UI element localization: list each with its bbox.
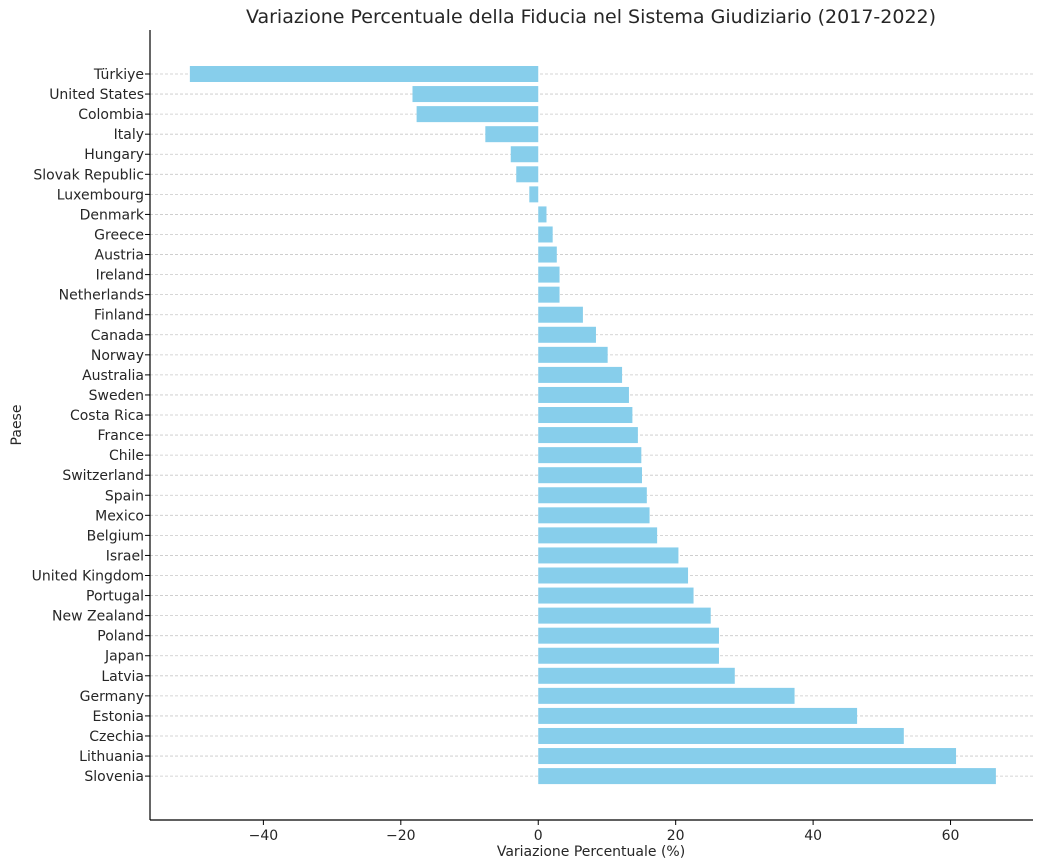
bar-slovenia	[538, 768, 996, 785]
y-tick-label-australia: Australia	[82, 368, 144, 384]
bar-slovak-republic	[516, 166, 539, 183]
x-tick-label: 20	[667, 828, 685, 844]
x-axis-label: Variazione Percentuale (%)	[497, 844, 685, 860]
y-tick-label-greece: Greece	[94, 227, 144, 243]
bar-canada	[538, 326, 596, 343]
bar-hungary	[510, 146, 539, 163]
bar-ireland	[538, 266, 560, 283]
y-tick-label-netherlands: Netherlands	[59, 288, 144, 304]
bar-costa-rica	[538, 407, 633, 424]
y-tick-label-france: France	[97, 428, 144, 444]
y-tick-label-spain: Spain	[105, 488, 144, 504]
bar-turkiye	[189, 66, 539, 82]
bar-mexico	[538, 507, 650, 524]
bar-netherlands	[538, 286, 560, 303]
y-tick-label-denmark: Denmark	[80, 207, 145, 223]
y-tick-label-germany: Germany	[80, 689, 144, 705]
bar-colombia	[416, 106, 539, 123]
bar-poland	[538, 627, 719, 644]
bar-greece	[538, 226, 553, 243]
y-tick-label-latvia: Latvia	[101, 669, 144, 685]
bar-latvia	[538, 667, 735, 684]
bar-italy	[485, 126, 539, 143]
bar-japan	[538, 647, 719, 664]
bar-luxembourg	[529, 186, 539, 203]
y-tick-label-italy: Italy	[114, 127, 144, 143]
bar-france	[538, 427, 638, 444]
bar-finland	[538, 306, 583, 323]
y-tick-label-portugal: Portugal	[86, 589, 144, 605]
bar-israel	[538, 547, 679, 564]
bar-norway	[538, 346, 608, 363]
bar-germany	[538, 687, 795, 704]
bar-estonia	[538, 707, 858, 724]
y-tick-label-united-kingdom: United Kingdom	[32, 569, 144, 585]
y-tick-label-norway: Norway	[91, 348, 144, 364]
y-tick-label-israel: Israel	[106, 548, 144, 564]
x-tick-label: −40	[249, 828, 279, 844]
x-tick-label: 60	[942, 828, 960, 844]
y-tick-label-hungary: Hungary	[84, 147, 144, 163]
y-tick-label-poland: Poland	[97, 629, 144, 645]
bars	[189, 66, 996, 785]
y-tick-label-canada: Canada	[91, 328, 144, 344]
bar-switzerland	[538, 467, 643, 484]
y-tick-label-czechia: Czechia	[89, 729, 144, 745]
bar-new-zealand	[538, 607, 711, 624]
y-tick-label-estonia: Estonia	[92, 709, 144, 725]
y-tick-label-ireland: Ireland	[96, 268, 144, 284]
x-tick-label: 0	[534, 828, 543, 844]
y-tick-label-slovak-republic: Slovak Republic	[33, 167, 144, 183]
bar-united-states	[412, 86, 539, 103]
bar-austria	[538, 246, 557, 263]
y-axis-label: Paese	[9, 405, 25, 446]
y-tick-label-mexico: Mexico	[95, 508, 144, 524]
bar-lithuania	[538, 748, 957, 765]
y-tick-label-sweden: Sweden	[89, 388, 144, 404]
bar-australia	[538, 366, 623, 383]
chart-title: Variazione Percentuale della Fiducia nel…	[246, 6, 936, 28]
y-tick-label-belgium: Belgium	[87, 528, 144, 544]
y-tick-label-costa-rica: Costa Rica	[70, 408, 144, 424]
y-tick-label-new-zealand: New Zealand	[52, 609, 144, 625]
y-tick-label-turkiye: Türkiye	[93, 67, 144, 83]
bar-portugal	[538, 587, 694, 604]
y-tick-label-slovenia: Slovenia	[84, 769, 144, 785]
y-tick-label-finland: Finland	[94, 308, 144, 324]
y-tick-label-switzerland: Switzerland	[62, 468, 144, 484]
x-tick-label: −20	[386, 828, 416, 844]
bar-united-kingdom	[538, 567, 689, 584]
bar-belgium	[538, 527, 658, 544]
y-tick-label-austria: Austria	[95, 248, 144, 264]
y-tick-label-lithuania: Lithuania	[79, 749, 144, 765]
bar-czechia	[538, 727, 904, 744]
y-tick-label-japan: Japan	[104, 649, 144, 665]
x-axis-ticks: −40 −20 0 20 40 60	[249, 820, 960, 844]
x-tick-label: 40	[804, 828, 822, 844]
y-tick-label-colombia: Colombia	[78, 107, 144, 123]
y-tick-label-luxembourg: Luxembourg	[57, 187, 144, 203]
bar-chile	[538, 447, 642, 464]
y-tick-label-chile: Chile	[109, 448, 144, 464]
y-tick-label-united-states: United States	[49, 87, 144, 103]
y-axis-ticks: Türkiye United States Colombia Italy Hungary…	[32, 67, 150, 785]
bar-spain	[538, 487, 647, 504]
bar-denmark	[538, 206, 547, 223]
bar-sweden	[538, 386, 629, 403]
